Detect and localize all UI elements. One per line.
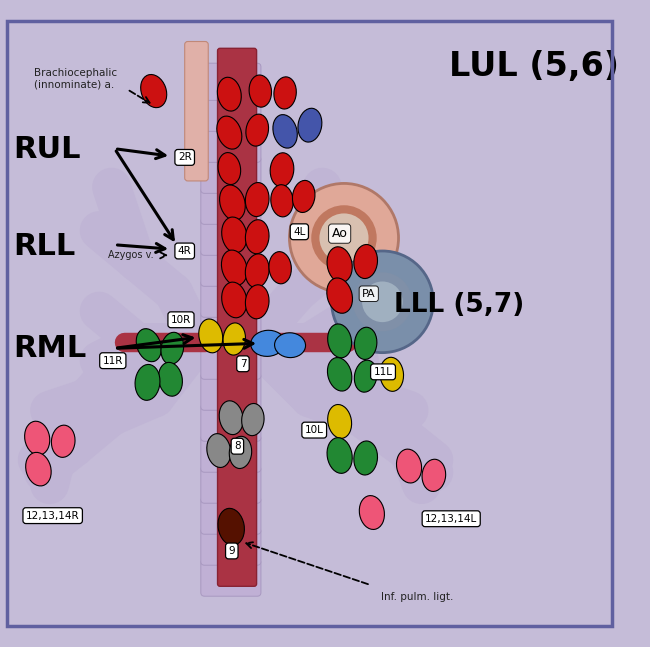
Text: Brachiocephalic
(innominate) a.: Brachiocephalic (innominate) a.: [34, 68, 117, 89]
Ellipse shape: [246, 220, 269, 254]
Text: 10R: 10R: [171, 315, 191, 325]
FancyBboxPatch shape: [201, 559, 261, 596]
Text: 2R: 2R: [178, 153, 192, 162]
Ellipse shape: [354, 245, 378, 278]
FancyBboxPatch shape: [201, 156, 261, 193]
Ellipse shape: [328, 358, 352, 391]
FancyBboxPatch shape: [201, 249, 261, 287]
Ellipse shape: [229, 436, 252, 468]
Ellipse shape: [328, 324, 352, 358]
Text: PA: PA: [362, 289, 376, 299]
FancyBboxPatch shape: [201, 311, 261, 348]
Ellipse shape: [140, 74, 167, 107]
Text: RML: RML: [14, 334, 87, 363]
Ellipse shape: [245, 254, 269, 288]
FancyBboxPatch shape: [201, 528, 261, 565]
Ellipse shape: [269, 252, 291, 284]
Circle shape: [319, 214, 369, 263]
Circle shape: [289, 184, 398, 292]
FancyBboxPatch shape: [201, 125, 261, 162]
Ellipse shape: [246, 182, 269, 217]
Ellipse shape: [354, 360, 377, 392]
FancyBboxPatch shape: [218, 49, 257, 586]
Ellipse shape: [218, 153, 240, 184]
Ellipse shape: [135, 364, 160, 400]
Ellipse shape: [298, 108, 322, 142]
Ellipse shape: [25, 452, 51, 486]
Ellipse shape: [223, 323, 246, 355]
Ellipse shape: [270, 153, 294, 187]
Ellipse shape: [327, 437, 352, 474]
Circle shape: [353, 272, 412, 331]
Ellipse shape: [222, 250, 247, 285]
Ellipse shape: [217, 77, 241, 111]
FancyBboxPatch shape: [201, 497, 261, 534]
FancyBboxPatch shape: [201, 466, 261, 503]
Text: LLL (5,7): LLL (5,7): [393, 292, 524, 318]
Ellipse shape: [354, 441, 378, 475]
Text: Azygos v.: Azygos v.: [109, 250, 154, 260]
Ellipse shape: [220, 185, 245, 220]
FancyBboxPatch shape: [201, 404, 261, 441]
Text: RUL: RUL: [14, 135, 81, 164]
Text: Inf. pulm. ligt.: Inf. pulm. ligt.: [381, 593, 454, 602]
Circle shape: [311, 205, 377, 270]
FancyBboxPatch shape: [201, 218, 261, 256]
Ellipse shape: [219, 400, 243, 435]
Text: Ao: Ao: [332, 227, 348, 240]
Ellipse shape: [327, 247, 352, 283]
Ellipse shape: [222, 282, 247, 318]
Text: LUL (5,6): LUL (5,6): [449, 50, 619, 83]
FancyBboxPatch shape: [185, 41, 208, 181]
Text: 12,13,14R: 12,13,14R: [26, 510, 79, 521]
Text: 11R: 11R: [103, 356, 123, 366]
Ellipse shape: [242, 404, 264, 435]
Ellipse shape: [273, 115, 297, 148]
FancyBboxPatch shape: [201, 342, 261, 379]
Text: 4L: 4L: [293, 226, 306, 237]
Ellipse shape: [217, 116, 242, 149]
FancyBboxPatch shape: [201, 435, 261, 472]
Ellipse shape: [222, 217, 247, 253]
Ellipse shape: [207, 433, 231, 468]
Ellipse shape: [422, 459, 446, 492]
FancyBboxPatch shape: [201, 280, 261, 317]
Text: 9: 9: [229, 546, 235, 556]
FancyBboxPatch shape: [201, 373, 261, 410]
FancyBboxPatch shape: [201, 63, 261, 100]
Ellipse shape: [161, 333, 184, 364]
FancyBboxPatch shape: [201, 94, 261, 131]
Ellipse shape: [274, 77, 296, 109]
Ellipse shape: [249, 75, 272, 107]
Circle shape: [362, 281, 403, 322]
Ellipse shape: [354, 327, 377, 360]
Ellipse shape: [380, 357, 404, 391]
Ellipse shape: [327, 278, 352, 313]
Ellipse shape: [25, 421, 50, 455]
Text: RLL: RLL: [14, 232, 76, 261]
FancyBboxPatch shape: [201, 187, 261, 225]
Ellipse shape: [274, 333, 306, 358]
Ellipse shape: [271, 184, 293, 217]
Ellipse shape: [159, 362, 183, 396]
Circle shape: [332, 251, 434, 353]
Ellipse shape: [292, 181, 315, 212]
Ellipse shape: [246, 285, 269, 319]
Ellipse shape: [51, 425, 75, 457]
Ellipse shape: [359, 496, 384, 529]
Text: 4R: 4R: [178, 246, 192, 256]
Ellipse shape: [246, 114, 268, 146]
Text: 7: 7: [240, 359, 246, 369]
Text: 8: 8: [234, 441, 240, 451]
Text: 10L: 10L: [305, 425, 324, 435]
Ellipse shape: [136, 329, 161, 362]
Ellipse shape: [396, 449, 422, 483]
Text: 11L: 11L: [374, 367, 393, 377]
Text: 12,13,14L: 12,13,14L: [425, 514, 477, 523]
Ellipse shape: [218, 509, 244, 545]
Ellipse shape: [328, 404, 352, 438]
Ellipse shape: [199, 319, 223, 353]
Ellipse shape: [251, 330, 285, 356]
